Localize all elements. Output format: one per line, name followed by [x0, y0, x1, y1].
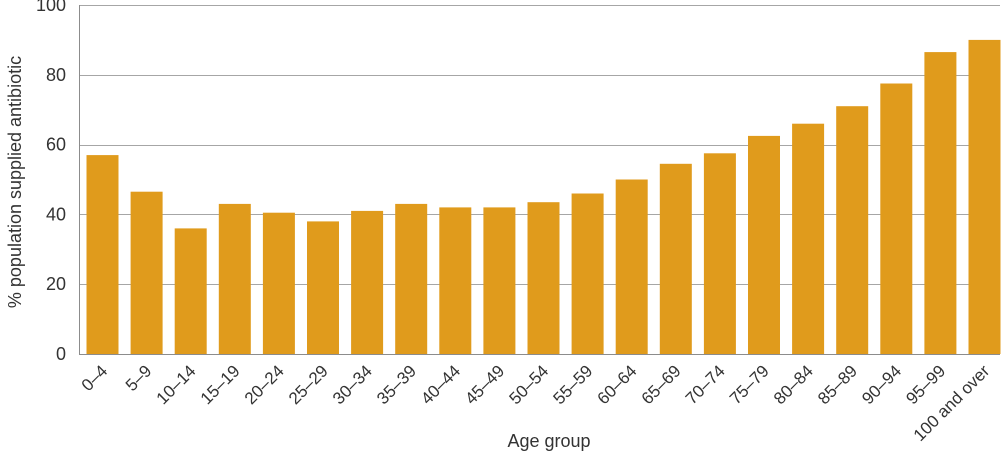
bar-80–84	[792, 123, 825, 354]
bar-40–44	[439, 207, 472, 354]
x-tick-label: 5–9	[122, 361, 155, 394]
bar-10–14	[174, 228, 207, 354]
bar-75–79	[748, 135, 780, 354]
bar-90–94	[880, 83, 913, 354]
x-tick-label: 25–29	[285, 361, 332, 408]
x-tick-label: 15–19	[197, 361, 244, 408]
x-tick-label: 60–64	[594, 361, 641, 408]
x-tick-label: 55–59	[550, 361, 597, 408]
bar-85–89	[836, 106, 869, 354]
bar-70–74	[703, 153, 736, 354]
y-tick-label: 40	[46, 204, 66, 224]
y-tick-labels: 0 20 40 60 80 100	[36, 0, 66, 364]
bars	[86, 39, 1001, 355]
x-tick-label: 40–44	[417, 361, 464, 408]
bar-55–59	[571, 193, 604, 354]
bar-60–64	[615, 179, 648, 354]
bar-95–99	[924, 52, 957, 354]
x-tick-label: 50–54	[505, 361, 552, 408]
x-tick-label: 80–84	[770, 361, 817, 408]
bar-15–19	[218, 203, 251, 354]
bar-30–34	[351, 210, 384, 354]
y-tick-label: 20	[46, 274, 66, 294]
x-tick-label: 20–24	[241, 361, 288, 408]
bar-5–9	[130, 191, 163, 354]
x-tick-label: 30–34	[329, 361, 376, 408]
bar-50–54	[527, 202, 560, 354]
x-tick-label: 75–79	[726, 361, 773, 408]
bar-45–49	[483, 207, 516, 354]
y-tick-label: 0	[56, 344, 66, 364]
y-tick-label: 100	[36, 0, 66, 15]
x-tick-label: 65–69	[638, 361, 685, 408]
y-axis-title: % population supplied antibiotic	[5, 56, 25, 308]
bar-35–39	[395, 203, 428, 354]
bar-0–4	[86, 155, 119, 354]
x-tick-label: 0–4	[78, 361, 111, 394]
x-axis-title: Age group	[507, 431, 590, 451]
x-tick-label: 35–39	[373, 361, 420, 408]
y-tick-label: 60	[46, 135, 66, 155]
bar-100 and over	[968, 39, 1001, 355]
x-tick-label: 90–94	[858, 361, 905, 408]
x-tick-label: 70–74	[682, 361, 729, 408]
x-tick-label: 85–89	[814, 361, 861, 408]
y-tick-label: 80	[46, 65, 66, 85]
bar-65–69	[659, 163, 692, 354]
bar-20–24	[262, 212, 295, 354]
bar-25–29	[307, 221, 339, 354]
x-tick-label: 45–49	[461, 361, 508, 408]
x-tick-label: 10–14	[153, 361, 200, 408]
